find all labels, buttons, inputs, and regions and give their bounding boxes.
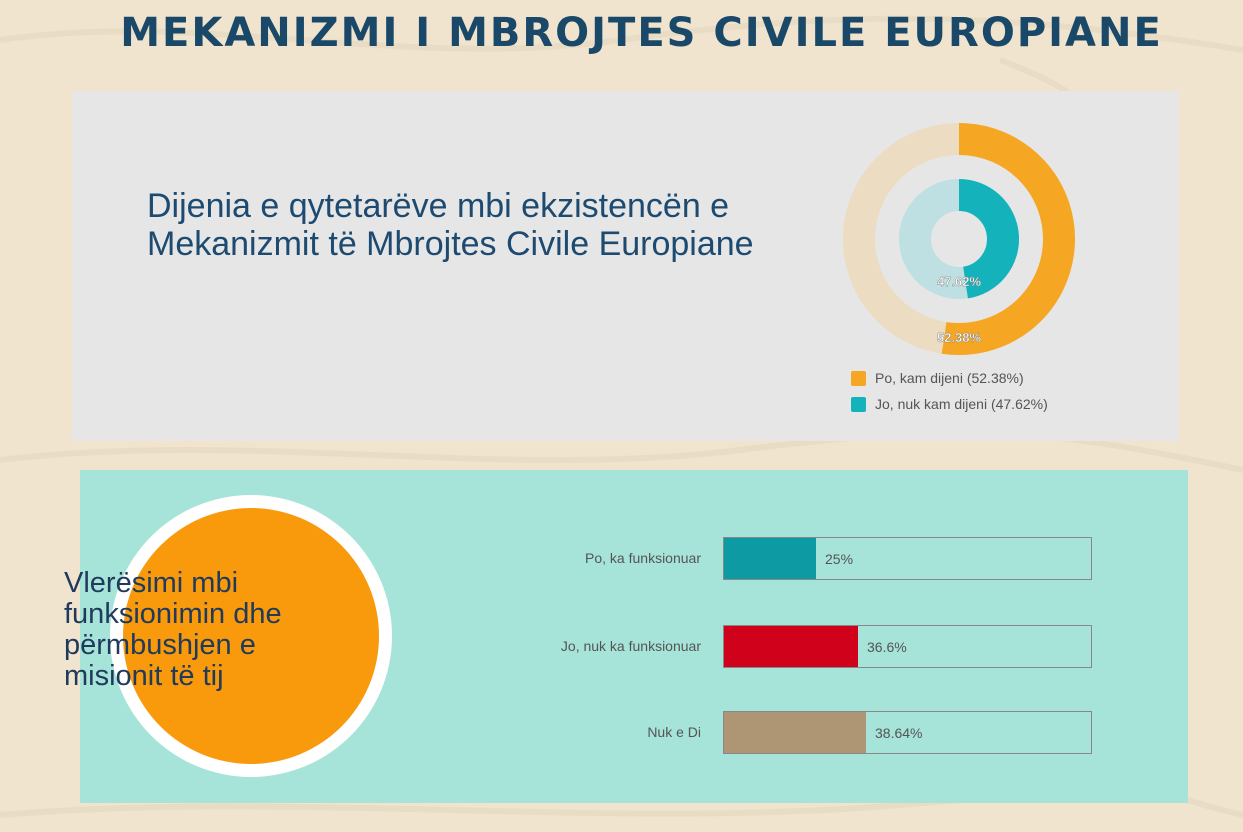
bar-value-label: 38.64% <box>875 725 923 741</box>
bar-category-label: Nuk e Di <box>647 724 701 740</box>
awareness-panel: Dijenia e qytetarëve mbi ekzistencën e M… <box>72 91 1179 441</box>
legend-item: Po, kam dijeni (52.38%) <box>851 365 1048 391</box>
awareness-heading-line2: Mekanizmit të Mbrojtes Civile Europiane <box>147 225 754 263</box>
legend-swatch <box>851 370 866 386</box>
bar-category-label: Jo, nuk ka funksionuar <box>560 638 701 654</box>
donut-slice-2 <box>958 179 1019 299</box>
evaluation-panel: Po, ka funksionuar 25% Jo, nuk ka funksion… <box>80 470 1188 803</box>
evaluation-heading: Vlerësimi mbi funksionimin dhe përmbushj… <box>64 567 282 692</box>
legend-swatch <box>851 396 866 412</box>
bar-fill <box>724 712 866 753</box>
bar-track: 25% <box>723 537 1092 580</box>
donut-slice-1 <box>941 123 1075 355</box>
legend-item: Jo, nuk kam dijeni (47.62%) <box>851 391 1048 417</box>
bar-row: Po, ka funksionuar 25% <box>80 537 1188 581</box>
awareness-heading: Dijenia e qytetarëve mbi ekzistencën e M… <box>147 187 787 263</box>
page-title: Mekanizmi i Mbrojtes Civile Europiane <box>120 10 1163 56</box>
bar-value-label: 25% <box>825 551 854 567</box>
bar-category-label: Po, ka funksionuar <box>585 550 701 566</box>
bar-value-label: 36.6% <box>867 639 907 655</box>
bar-track: 36.6% <box>723 625 1092 668</box>
bar-fill <box>724 626 858 667</box>
awareness-donut-chart: 52.38% 47.62% <box>843 123 1075 355</box>
legend-label: Po, kam dijeni (52.38%) <box>875 370 1024 386</box>
donut-legend: Po, kam dijeni (52.38%) Jo, nuk kam dijen… <box>851 365 1048 417</box>
bar-row: Jo, nuk ka funksionuar 36.6% <box>80 625 1188 669</box>
heading-circle <box>123 508 379 764</box>
awareness-heading-line1: Dijenia e qytetarëve mbi ekzistencën e <box>147 187 730 225</box>
legend-label: Jo, nuk kam dijeni (47.62%) <box>875 396 1048 412</box>
donut-value-label-2: 47.62% <box>937 274 982 289</box>
bar-track: 38.64% <box>723 711 1092 754</box>
heading-circle-border <box>110 495 392 777</box>
donut-value-label-1: 52.38% <box>937 330 982 345</box>
bar-fill <box>724 538 816 579</box>
bar-row: Nuk e Di 38.64% <box>80 711 1188 755</box>
